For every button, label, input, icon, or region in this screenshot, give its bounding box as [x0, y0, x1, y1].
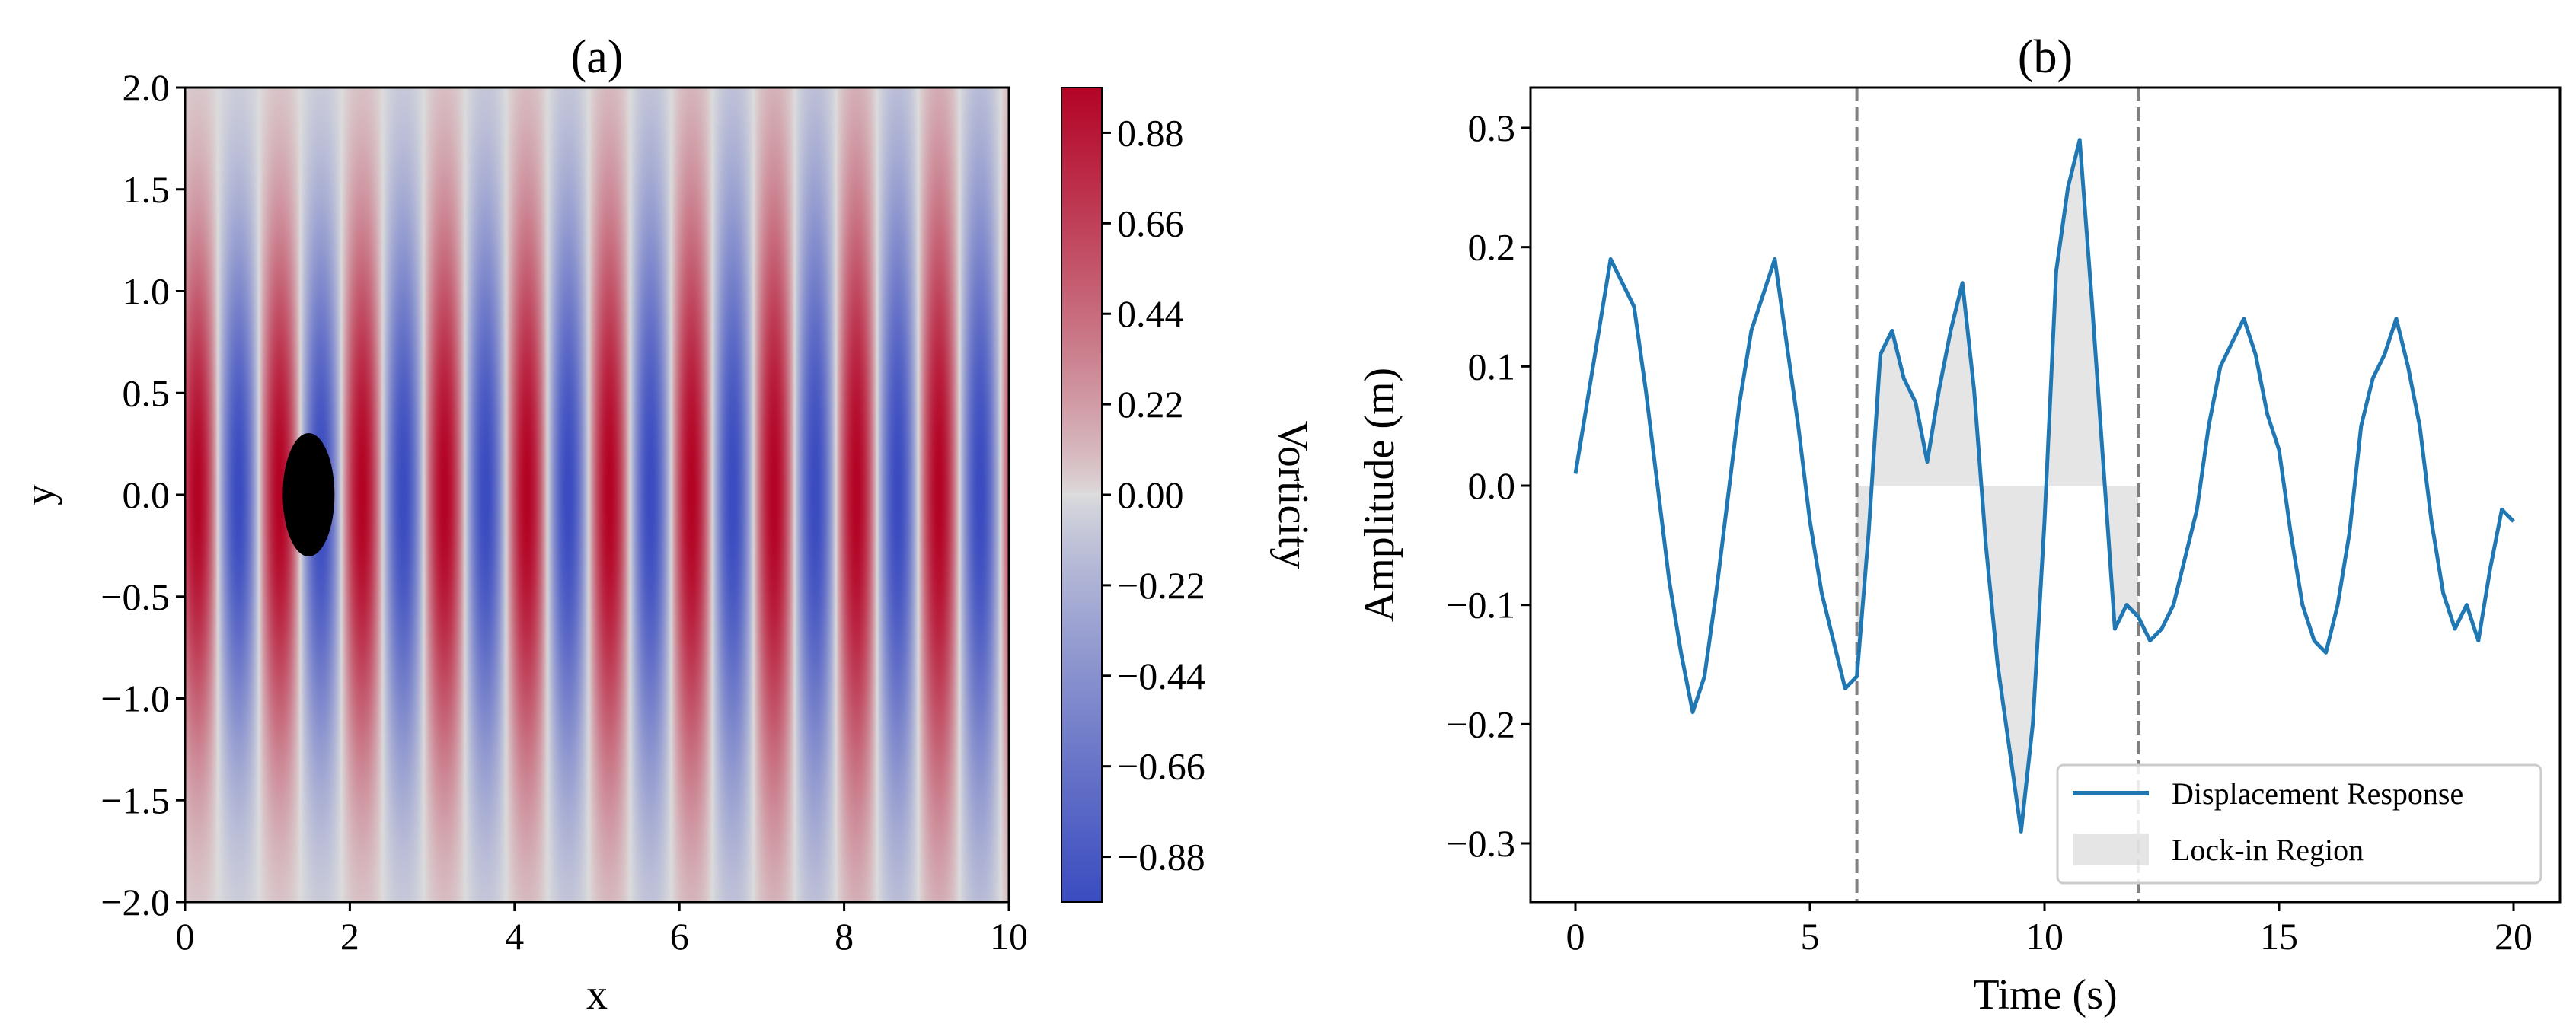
- colorbar-tick-label: 0.44: [1117, 292, 1184, 335]
- colorbar-gradient: [1061, 88, 1102, 902]
- panel-a-xlabel: x: [586, 971, 608, 1018]
- colorbar-tick-label: 0.00: [1117, 473, 1184, 516]
- y-tick-label: 0.0: [1468, 464, 1516, 507]
- y-tick-label: −0.5: [101, 575, 170, 618]
- y-tick-label: 0.1: [1468, 345, 1516, 387]
- x-tick-label: 6: [670, 915, 689, 958]
- colorbar-label: Vorticity: [1269, 421, 1317, 569]
- y-tick-label: 0.5: [123, 371, 171, 414]
- legend-label-lockin: Lock-in Region: [2172, 833, 2364, 867]
- x-tick-label: 5: [1801, 915, 1820, 958]
- displacement-response-line: [1573, 138, 2515, 834]
- y-tick-label: −1.0: [101, 677, 170, 720]
- colorbar-tick-label: −0.22: [1117, 564, 1205, 607]
- panel-b-ylabel: Amplitude (m): [1356, 368, 1403, 622]
- colorbar-tick-label: −0.66: [1117, 745, 1205, 788]
- x-tick-label: 10: [2025, 915, 2064, 958]
- panel-b-xlabel: Time (s): [1973, 971, 2117, 1018]
- x-tick-label: 15: [2260, 915, 2298, 958]
- x-tick-label: 8: [835, 915, 854, 958]
- cylinder-obstacle: [282, 433, 335, 556]
- colorbar-tick-label: −0.44: [1117, 655, 1205, 697]
- y-tick-label: 0.3: [1468, 107, 1516, 149]
- y-tick-label: −0.2: [1446, 703, 1515, 745]
- legend-label-displacement: Displacement Response: [2172, 776, 2463, 811]
- colorbar-tick-label: −0.88: [1117, 836, 1205, 878]
- y-tick-label: 0.2: [1468, 226, 1516, 269]
- x-tick-label: 4: [505, 915, 524, 958]
- colorbar-tick-label: 0.88: [1117, 111, 1184, 154]
- y-tick-label: −2.0: [101, 881, 170, 923]
- y-tick-label: −0.3: [1446, 822, 1515, 865]
- y-tick-label: −0.1: [1446, 584, 1515, 626]
- legend: Displacement Response Lock-in Region: [2056, 763, 2542, 885]
- y-tick-label: 0.0: [123, 473, 171, 516]
- colorbar-frame: [1061, 87, 1103, 903]
- y-tick-label: −1.5: [101, 779, 170, 821]
- x-tick-label: 2: [340, 915, 359, 958]
- lock-in-region-fill: [1856, 139, 2139, 832]
- panel-a-title: (a): [571, 31, 624, 83]
- x-tick-label: 0: [176, 915, 195, 958]
- x-tick-label: 0: [1566, 915, 1585, 958]
- legend-fill-swatch: [2073, 834, 2149, 865]
- panel-a-ylabel: y: [16, 484, 63, 505]
- panel-b-title: (b): [2018, 31, 2073, 83]
- colorbar-tick-label: 0.22: [1117, 383, 1184, 426]
- legend-box: [2056, 763, 2542, 885]
- y-tick-label: 2.0: [123, 66, 171, 109]
- x-tick-label: 20: [2495, 915, 2533, 958]
- x-tick-label: 10: [990, 915, 1028, 958]
- colorbar-tick-label: 0.66: [1117, 202, 1184, 244]
- y-tick-label: 1.5: [123, 168, 171, 211]
- y-tick-label: 1.0: [123, 270, 171, 313]
